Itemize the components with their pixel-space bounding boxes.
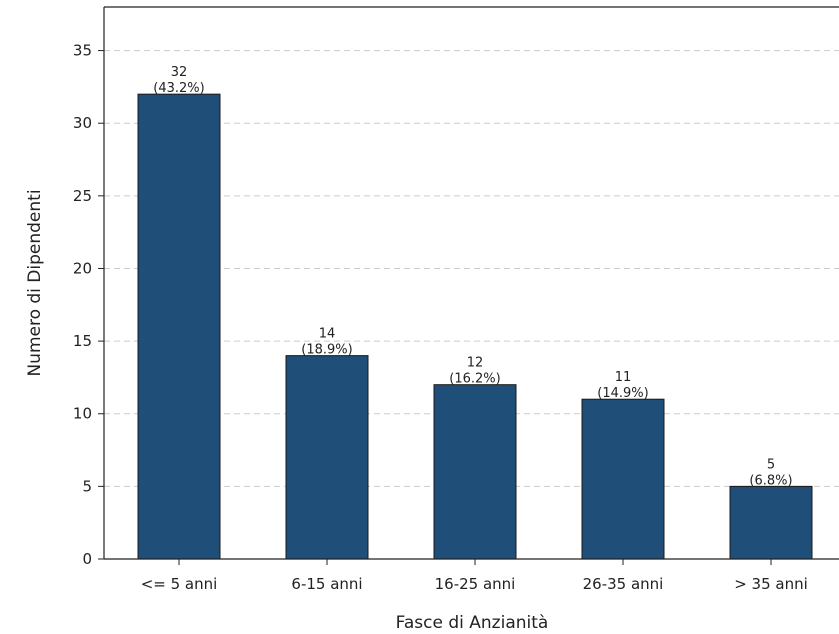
bar (137, 93, 221, 560)
grid-lines (104, 50, 839, 487)
bar-value-label: 32 (171, 65, 188, 80)
bar-value-label: 5 (767, 457, 775, 472)
x-tick-label: > 35 anni (734, 575, 808, 593)
bar-value-label: 14 (319, 327, 336, 342)
y-tick-label: 15 (73, 332, 92, 350)
bar-percent-label: (14.9%) (597, 386, 648, 401)
y-tick-label: 35 (73, 42, 92, 60)
data-labels: 32(43.2%) 14(18.9%) 12(16.2%) 11(14.9%) 5(6.… (153, 65, 792, 488)
x-tick-label: 26-35 anni (583, 575, 664, 593)
y-tick-label: 10 (73, 405, 92, 423)
bar-percent-label: (6.8%) (749, 473, 792, 488)
x-tick-label: 6-15 anni (291, 575, 362, 593)
y-tick-label: 25 (73, 187, 92, 205)
bar-percent-label: (16.2%) (449, 372, 500, 387)
bar (285, 355, 369, 560)
y-tick-label: 0 (82, 550, 92, 568)
bar (729, 485, 813, 560)
bar (581, 398, 665, 560)
bar-percent-label: (18.9%) (301, 343, 352, 358)
x-axis-title: Fasce di Anzianità (396, 613, 549, 633)
bars (137, 93, 813, 560)
bar-value-label: 12 (467, 356, 484, 371)
bar-percent-label: (43.2%) (153, 81, 204, 96)
bar (433, 384, 517, 560)
y-axis-title: Numero di Dipendenti (25, 189, 45, 376)
x-tick-label: <= 5 anni (141, 575, 218, 593)
x-tick-label: 16-25 anni (435, 575, 516, 593)
y-tick-label: 5 (82, 477, 92, 495)
axes: 0 5 10 15 20 25 30 35 <= 5 anni 6-15 anni 16-25 an… (73, 6, 839, 593)
bar-value-label: 11 (615, 370, 632, 385)
y-tick-label: 20 (73, 259, 92, 277)
y-tick-label: 30 (73, 114, 92, 132)
